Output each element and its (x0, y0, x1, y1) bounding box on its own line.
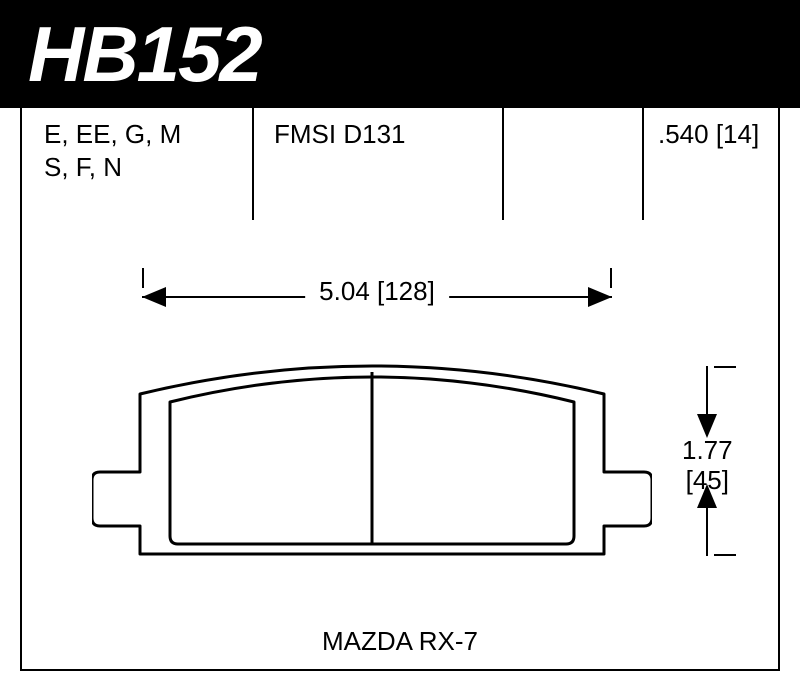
arrow-right-icon (588, 287, 612, 307)
compounds-line-1: E, EE, G, M (44, 118, 181, 151)
height-dimension: 1.77 [45] (688, 366, 728, 556)
fmsi-cell: FMSI D131 (274, 118, 406, 151)
width-label: 5.04 [128] (305, 276, 449, 307)
thickness-cell: .540 [14] (658, 118, 759, 151)
compounds-cell: E, EE, G, M S, F, N (44, 118, 181, 183)
compounds-line-2: S, F, N (44, 151, 181, 184)
arrow-left-icon (142, 287, 166, 307)
separator-3 (642, 108, 644, 220)
vehicle-label: MAZDA RX-7 (322, 626, 478, 657)
brake-pad-diagram (92, 358, 652, 568)
header-bar: HB152 (0, 0, 800, 108)
height-dim-line-bot (706, 496, 708, 556)
part-number: HB152 (28, 9, 261, 100)
separator-2 (502, 108, 504, 220)
diagram-frame: E, EE, G, M S, F, N FMSI D131 .540 [14] … (20, 108, 780, 671)
width-dimension: 5.04 [128] (142, 278, 612, 318)
height-in: 1.77 (682, 436, 733, 466)
separator-1 (252, 108, 254, 220)
